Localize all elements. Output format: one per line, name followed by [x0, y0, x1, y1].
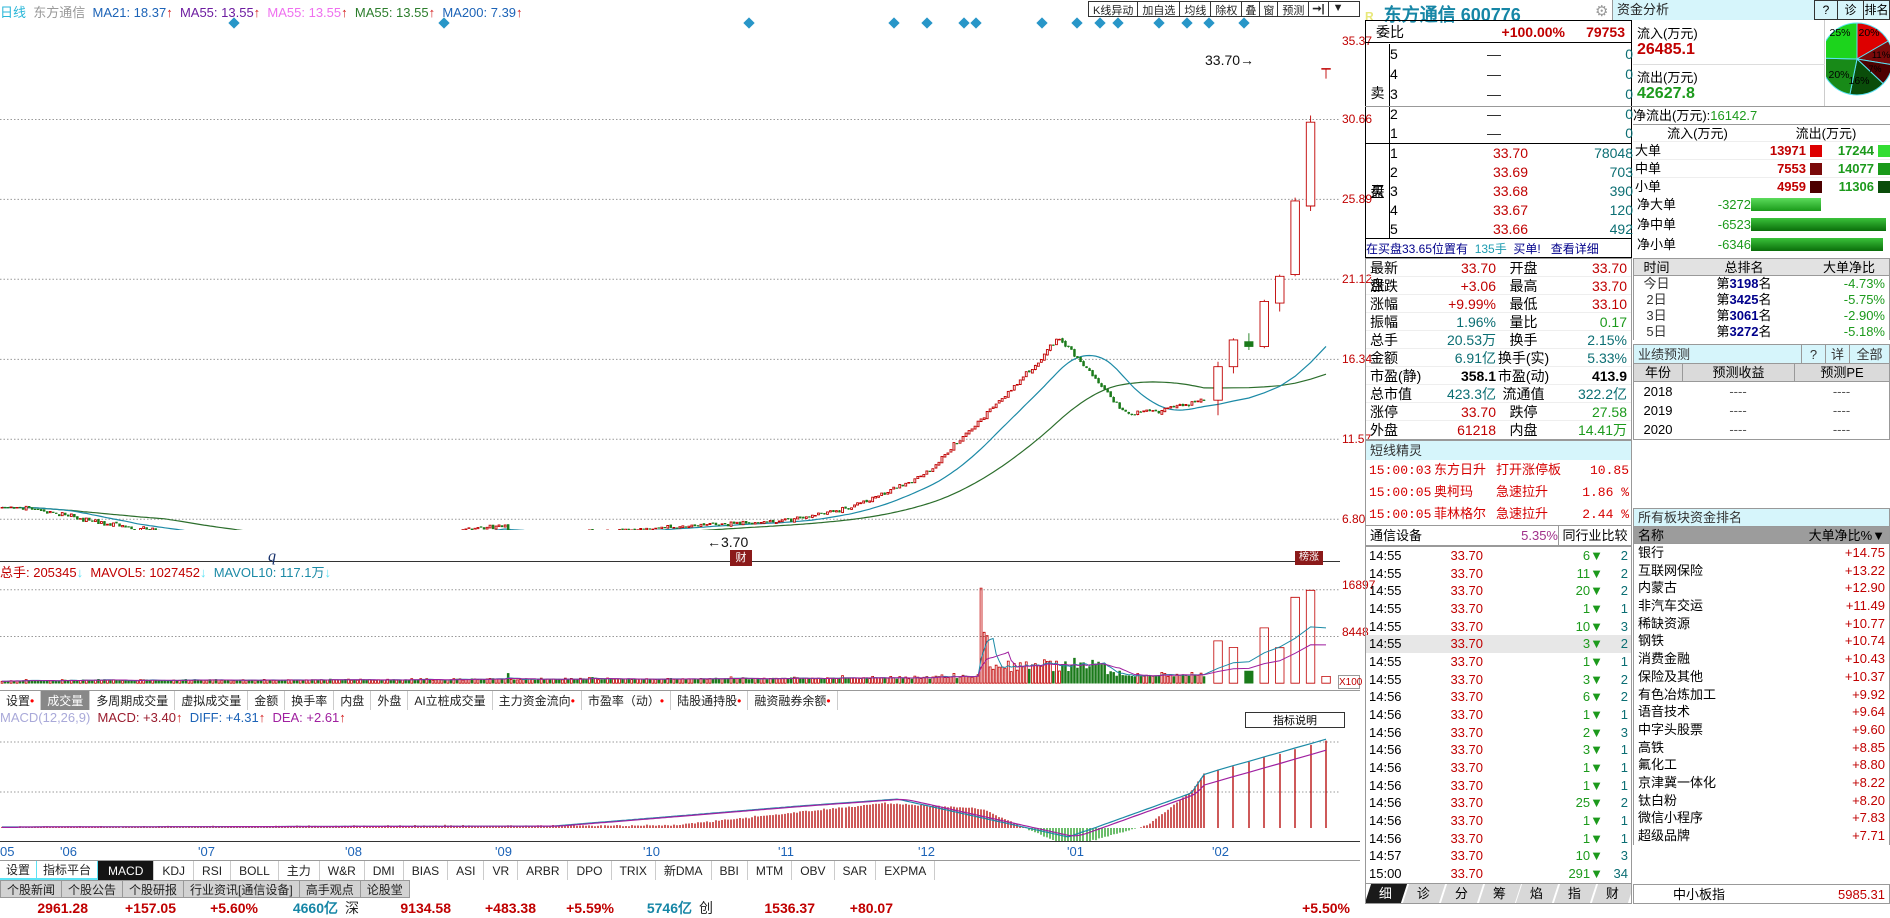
svg-text:16%: 16% — [1848, 75, 1869, 87]
svg-text:25%: 25% — [1829, 27, 1850, 39]
svg-text:20%: 20% — [1858, 27, 1879, 39]
svg-text:11%: 11% — [1872, 50, 1890, 61]
svg-text:7%: 7% — [1868, 64, 1881, 74]
svg-text:20%: 20% — [1828, 69, 1849, 81]
